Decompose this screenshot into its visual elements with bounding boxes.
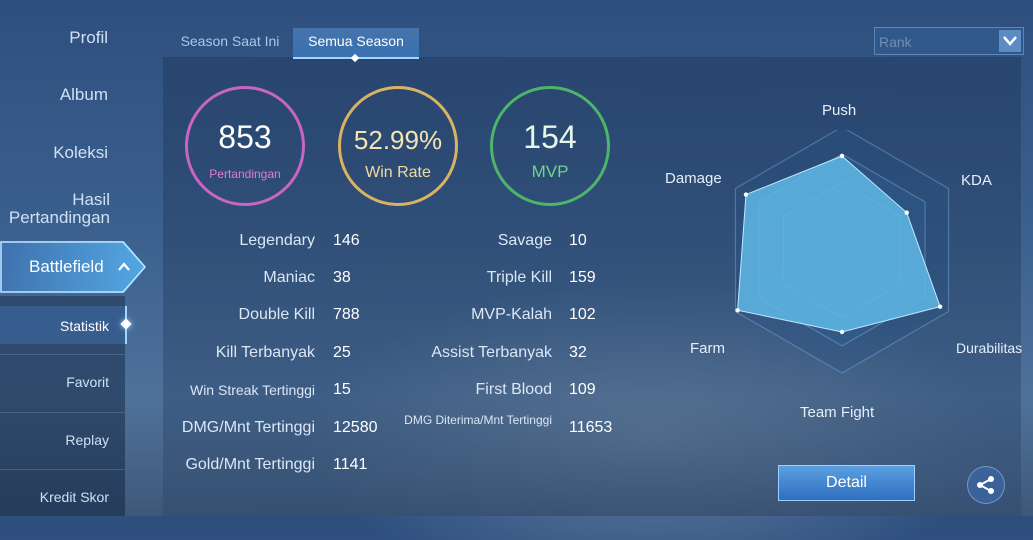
mvp-circle: 154 MVP xyxy=(490,86,610,206)
sidebar-item-battlefield[interactable]: Battlefield xyxy=(0,241,146,293)
mode-dropdown[interactable]: Rank xyxy=(874,27,1024,55)
winrate-circle: 52.99% Win Rate xyxy=(338,86,458,206)
divider xyxy=(0,354,125,355)
stat-value: 788 xyxy=(333,306,360,323)
radar-point-team-fight xyxy=(839,329,845,335)
stat-value: 1141 xyxy=(333,456,368,473)
matches-circle: 853 Pertandingan xyxy=(185,86,305,206)
sidebar-item-album[interactable]: Album xyxy=(59,85,108,104)
radar-label-damage: Damage xyxy=(665,170,722,187)
chevron-down-icon[interactable] xyxy=(999,30,1021,52)
radar-point-kda xyxy=(904,210,909,215)
battlefield-label: Battlefield xyxy=(29,257,104,276)
stat-label: Win Streak Tertinggi xyxy=(189,382,315,398)
radar-svg xyxy=(734,126,950,374)
winrate-value: 52.99% xyxy=(353,125,443,155)
stat-value: 102 xyxy=(569,306,596,323)
stat-value: 10 xyxy=(569,232,587,249)
selected-diamond-icon xyxy=(120,318,132,330)
stat-value: 38 xyxy=(333,269,351,286)
radar-point-farm xyxy=(735,308,740,313)
sidebar-item-koleksi[interactable]: Koleksi xyxy=(53,143,108,162)
share-button[interactable] xyxy=(967,466,1005,504)
mvp-label: MVP xyxy=(531,162,569,181)
stat-value: 159 xyxy=(569,269,596,286)
stat-label: DMG Diterima/Mnt Tertinggi xyxy=(404,413,552,427)
stat-label: Double Kill xyxy=(238,306,315,323)
sidebar-item-hasil-line2: Pertandingan xyxy=(8,208,110,227)
stat-label: Savage xyxy=(497,232,552,249)
detail-button[interactable]: Detail xyxy=(778,465,915,501)
tab-semua-season-label: Semua Season xyxy=(308,33,404,49)
stat-label: Triple Kill xyxy=(486,269,552,286)
stat-label: Gold/Mnt Tertinggi xyxy=(185,456,315,473)
battlefield-border xyxy=(0,241,146,293)
stat-label: Kill Terbanyak xyxy=(215,344,315,361)
stat-value: 109 xyxy=(569,381,596,398)
radar-label-team-fight: Team Fight xyxy=(800,404,875,421)
stat-label: DMG/Mnt Tertinggi xyxy=(181,419,315,436)
matches-label: Pertandingan xyxy=(209,167,281,181)
submenu-item-favorit[interactable]: Favorit xyxy=(66,374,109,390)
divider xyxy=(0,412,125,413)
submenu-item-replay[interactable]: Replay xyxy=(65,432,109,448)
battlefield-submenu: Statistik Favorit Replay Kredit Skor xyxy=(0,296,132,516)
stat-label: MVP-Kalah xyxy=(471,306,552,323)
tab-season-saat-ini[interactable]: Season Saat Ini xyxy=(180,33,280,49)
radar-chart: Push KDA Durabilitas Team Fight Farm Dam… xyxy=(665,102,1022,421)
stat-value: 146 xyxy=(333,232,360,249)
stat-label: Assist Terbanyak xyxy=(431,344,552,361)
radar-label-farm: Farm xyxy=(690,340,725,357)
dropdown-selected-value: Rank xyxy=(879,34,912,50)
stat-value: 25 xyxy=(333,344,351,361)
sidebar-item-profil[interactable]: Profil xyxy=(69,28,108,47)
radar-point-push xyxy=(839,153,845,159)
divider xyxy=(0,469,125,470)
radar-point-durabilitas xyxy=(937,304,943,309)
chevron-up-icon xyxy=(118,261,130,275)
radar-label-kda: KDA xyxy=(961,172,992,189)
stat-label: First Blood xyxy=(475,381,552,398)
sidebar-item-hasil-line1: Hasil xyxy=(72,190,110,209)
stat-label: Legendary xyxy=(239,232,315,249)
radar-label-durabilitas: Durabilitas xyxy=(956,340,1023,356)
stat-label: Maniac xyxy=(263,269,315,286)
mvp-value: 154 xyxy=(523,119,577,155)
submenu-item-kredit-skor[interactable]: Kredit Skor xyxy=(39,489,109,505)
submenu-item-statistik[interactable]: Statistik xyxy=(0,306,132,344)
sidebar: Profil Album Koleksi Hasil Pertandingan … xyxy=(0,0,150,516)
sidebar-item-hasil-pertandingan[interactable]: Hasil Pertandingan xyxy=(0,191,110,227)
submenu-statistik-label: Statistik xyxy=(59,318,109,334)
stat-value: 15 xyxy=(333,381,351,398)
winrate-label: Win Rate xyxy=(365,164,431,181)
stat-value: 32 xyxy=(569,344,587,361)
matches-value: 853 xyxy=(218,119,272,155)
stat-value: 11653 xyxy=(569,419,613,436)
radar-point-damage xyxy=(743,192,749,197)
stat-value: 12580 xyxy=(333,419,378,436)
radar-label-push: Push xyxy=(822,102,857,119)
tab-semua-season[interactable]: Semua Season xyxy=(293,28,419,63)
